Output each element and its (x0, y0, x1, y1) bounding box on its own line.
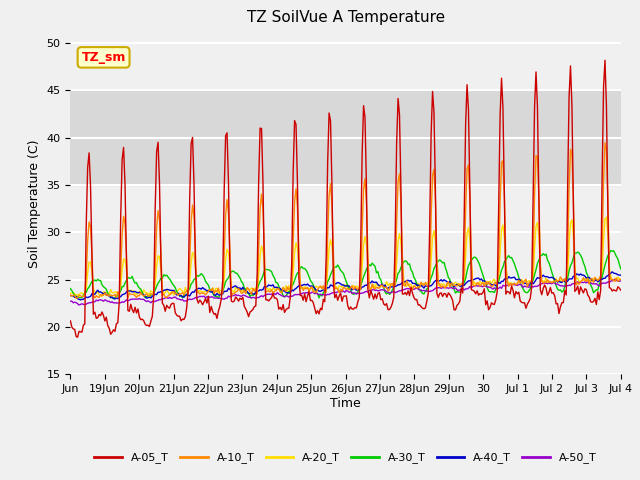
Text: TZ_sm: TZ_sm (81, 51, 126, 64)
Y-axis label: Soil Temperature (C): Soil Temperature (C) (28, 140, 41, 268)
Legend: A-05_T, A-10_T, A-20_T, A-30_T, A-40_T, A-50_T: A-05_T, A-10_T, A-20_T, A-30_T, A-40_T, … (90, 448, 601, 468)
Bar (70, 90, 621, 185)
Title: TZ SoilVue A Temperature: TZ SoilVue A Temperature (246, 11, 445, 25)
X-axis label: Time: Time (330, 397, 361, 410)
